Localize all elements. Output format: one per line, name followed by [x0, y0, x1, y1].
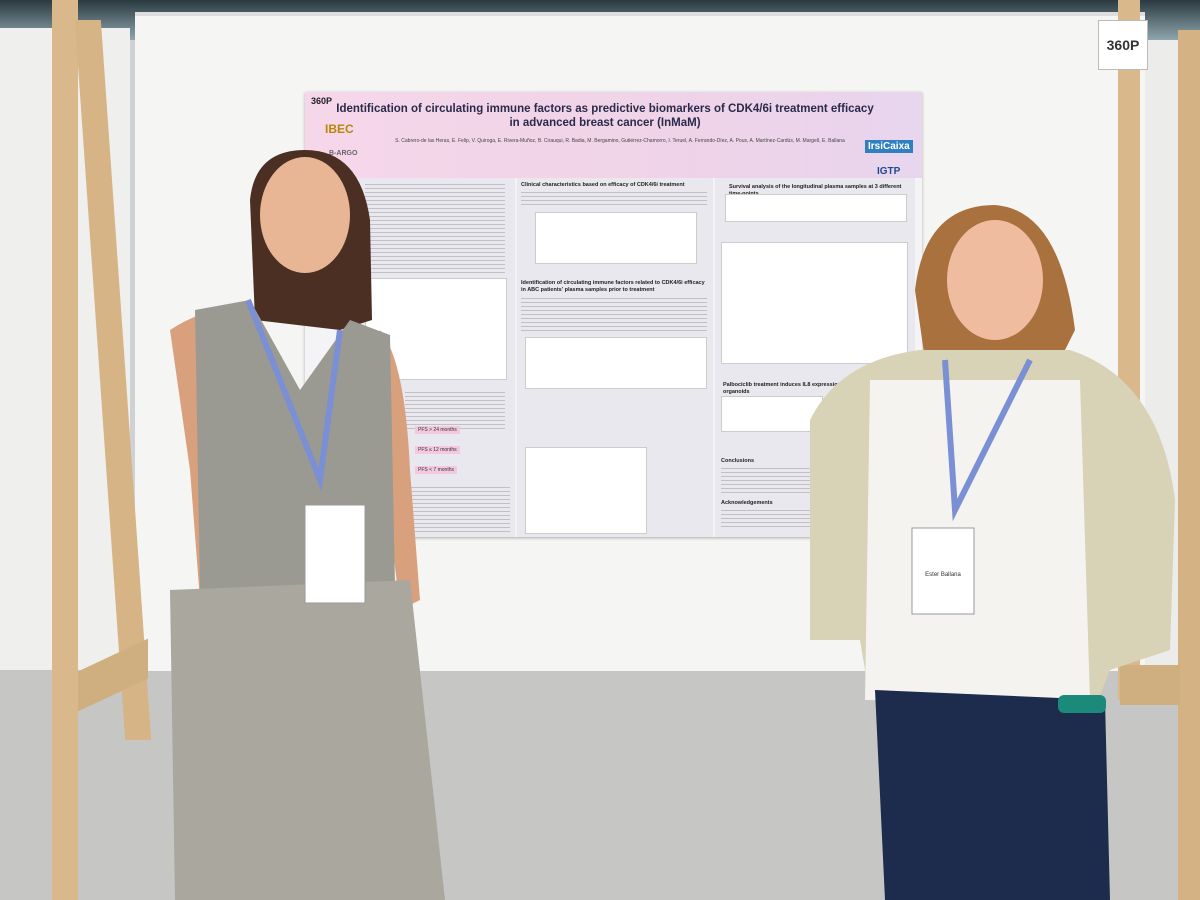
- badge-name: Ester Ballana: [925, 572, 961, 578]
- section-heading: Conclusions: [721, 458, 755, 464]
- poster-number: 360P: [311, 96, 333, 106]
- group-label: PFS ≤ 12 months: [415, 446, 460, 454]
- poster-title: Identification of circulating immune fac…: [336, 103, 874, 129]
- shape: [170, 580, 445, 900]
- logo: IrsiCaixa: [865, 140, 913, 153]
- section-heading: Identification of circulating immune fac…: [521, 280, 705, 293]
- section-heading: Palbociclib treatment induces IL8 expres…: [723, 382, 876, 395]
- poster-figure: [721, 396, 823, 432]
- person-left: [170, 150, 445, 900]
- shape: [911, 527, 975, 615]
- logo: IBEC: [325, 122, 354, 136]
- shape: [865, 380, 1090, 700]
- shape: [1058, 695, 1106, 713]
- poster-figure: [725, 194, 907, 222]
- shape: [304, 504, 366, 604]
- board-number-sign: 360P: [1098, 20, 1148, 70]
- shape: [260, 157, 350, 273]
- poster-figure: [721, 242, 908, 364]
- wood-beam: [1120, 665, 1180, 705]
- shape: [942, 358, 1033, 522]
- group-label: PFS < 7 months: [415, 466, 457, 474]
- shape: [947, 220, 1043, 340]
- shape: [875, 690, 1110, 900]
- logo: IGTP: [877, 166, 901, 177]
- poster-authors: S. Cabrero-de las Heras, E. Felip, V. Qu…: [395, 138, 845, 144]
- poster-figure: [525, 337, 707, 389]
- poster-text: [405, 487, 510, 532]
- poster-figure: [535, 212, 697, 264]
- person-right: [810, 205, 1175, 900]
- poster-text: [521, 298, 707, 334]
- poster-text: [521, 192, 707, 208]
- shape: [245, 298, 343, 492]
- wood-post: [1178, 30, 1200, 900]
- poster-header: [305, 92, 922, 178]
- poster-figure: [525, 447, 647, 534]
- poster-text: [405, 392, 505, 432]
- logo: B-ARGO: [329, 150, 358, 157]
- section-heading: Acknowledgements: [721, 500, 773, 506]
- group-label: PFS > 24 months: [415, 426, 460, 434]
- section-heading: Clinical characteristics based on effica…: [521, 182, 685, 188]
- wood-post: [52, 0, 78, 900]
- poster-text: [365, 184, 505, 274]
